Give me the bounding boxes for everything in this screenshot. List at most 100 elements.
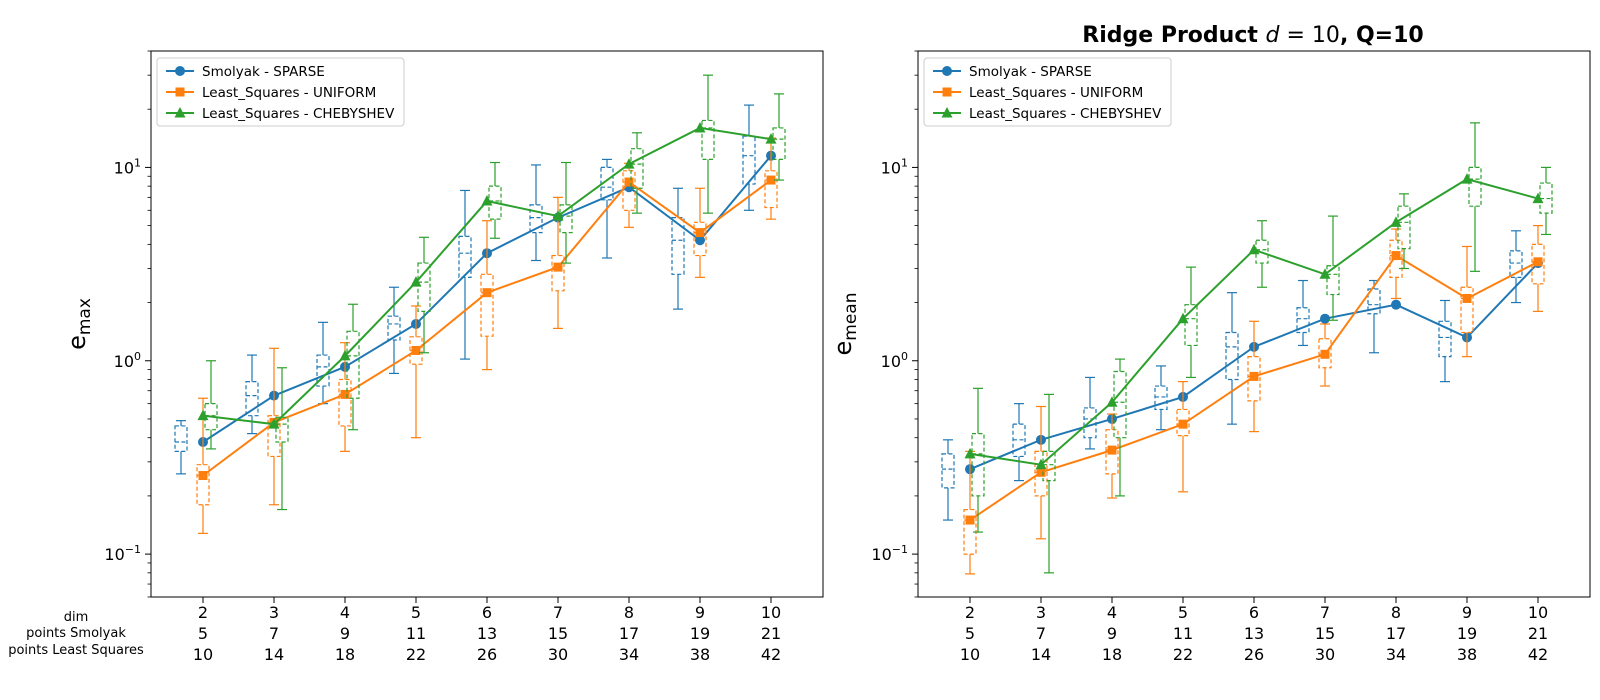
x-tick-label-points-least-squares: 42	[1528, 645, 1548, 664]
y-tick-label-base: 10	[881, 352, 901, 371]
x-tick-label-points-smolyak: 11	[1173, 624, 1193, 643]
box-whisker	[1468, 122, 1482, 272]
y-tick-label: 101	[881, 156, 908, 177]
box-whisker	[971, 387, 985, 533]
marker-triangle	[1177, 312, 1189, 324]
box-iqr	[971, 433, 985, 497]
marker-circle	[175, 66, 185, 76]
y-tick-label-base: 10	[114, 158, 134, 177]
box-iqr	[1247, 356, 1261, 402]
marker-triangle	[1035, 458, 1047, 470]
series-line	[202, 126, 772, 426]
marker-square	[766, 175, 776, 185]
marker-triangle	[964, 447, 976, 459]
x-tick-label-points-least-squares: 30	[548, 645, 568, 664]
box-iqr	[196, 464, 210, 506]
figure-title-part-a: Ridge Product	[1082, 23, 1265, 48]
marker-circle	[942, 66, 952, 76]
box-whisker	[1154, 365, 1168, 431]
y-axis-label-base: e	[829, 341, 857, 356]
x-tick-label-points-smolyak: 17	[1386, 624, 1406, 643]
box-iqr	[764, 170, 778, 209]
box-iqr	[1225, 331, 1239, 381]
marker-square	[198, 471, 208, 481]
x-tick-label-points-smolyak: 13	[1244, 624, 1264, 643]
marker-square	[1391, 251, 1401, 261]
marker-square	[553, 262, 563, 272]
box-whisker	[346, 303, 360, 431]
x-tick-label-dim: 2	[965, 603, 975, 622]
marker-square	[965, 515, 975, 525]
box-iqr	[1468, 166, 1482, 207]
y-axis-label-base: e	[63, 335, 91, 350]
legend: Smolyak - SPARSE Least_Squares - UNIFORM L…	[156, 57, 405, 127]
x-tick-label-points-least-squares: 42	[761, 645, 781, 664]
box-whisker	[387, 286, 401, 375]
box-iqr	[480, 273, 494, 337]
box-iqr	[174, 425, 188, 452]
legend-label: Least_Squares - CHEBYSHEV	[202, 106, 395, 122]
box-whisker	[1397, 193, 1411, 270]
box-whisker	[1509, 230, 1523, 304]
x-tick-label-points-least-squares: 26	[1244, 645, 1264, 664]
marker-triangle	[481, 195, 493, 206]
box-iqr	[245, 381, 259, 417]
x-tick-label-dim: 3	[269, 603, 279, 622]
marker-triangle	[1248, 243, 1260, 255]
marker-square	[1178, 419, 1188, 429]
x-tick-label-dim: 2	[198, 603, 208, 622]
panel-emax: 10−1100101emax25103714491851122613267153…	[63, 50, 824, 664]
box-iqr	[1184, 304, 1198, 347]
marker-triangle	[623, 158, 635, 169]
box-whisker	[1255, 220, 1269, 288]
box-whisker	[941, 439, 955, 521]
marker-circle	[1320, 313, 1330, 324]
box-iqr	[1539, 182, 1553, 214]
marker-square	[624, 177, 634, 187]
box-iqr	[1367, 288, 1381, 315]
box-whisker	[174, 420, 188, 475]
box-iqr	[417, 262, 431, 313]
y-tick-label: 100	[881, 350, 908, 371]
x-tick-label-dim: 6	[482, 603, 492, 622]
marker-square	[1036, 467, 1046, 477]
box-iqr	[742, 135, 756, 185]
x-tick-label-points-smolyak: 15	[1315, 624, 1335, 643]
x-tick-label-dim: 3	[1036, 603, 1046, 622]
box-whisker	[1012, 403, 1026, 482]
box-whisker	[417, 236, 431, 354]
marker-square	[1462, 293, 1472, 303]
legend-entry: Least_Squares - UNIFORM	[933, 85, 1143, 101]
y-axis-label-subscript: max	[75, 298, 95, 335]
y-tick-label: 100	[114, 350, 141, 371]
series-triangle	[197, 74, 786, 511]
x-tick-label-points-least-squares: 14	[264, 645, 284, 664]
marker-square	[1533, 257, 1543, 267]
marker-square	[340, 389, 350, 399]
box-iqr	[1296, 307, 1310, 334]
legend: Smolyak - SPARSE Least_Squares - UNIFORM L…	[923, 57, 1172, 127]
legend-entry: Smolyak - SPARSE	[166, 64, 325, 80]
marker-triangle	[174, 107, 186, 118]
box-iqr	[1326, 265, 1340, 296]
legend-entry: Least_Squares - CHEBYSHEV	[933, 106, 1162, 122]
x-tick-label-points-smolyak: 9	[340, 624, 350, 643]
legend-label: Smolyak - SPARSE	[202, 64, 325, 80]
row-label: points Smolyak	[26, 626, 126, 641]
x-tick-label-points-smolyak: 21	[1528, 624, 1548, 643]
marker-triangle	[941, 107, 953, 118]
x-tick-label-points-smolyak: 5	[198, 624, 208, 643]
x-tick-label-points-smolyak: 19	[1457, 624, 1477, 643]
box-iqr	[1318, 338, 1332, 369]
box-iqr	[1105, 429, 1119, 475]
x-tick-label-points-smolyak: 15	[548, 624, 568, 643]
x-tick-label-points-least-squares: 26	[477, 645, 497, 664]
marker-triangle	[1532, 192, 1544, 204]
y-tick-label-base: 10	[104, 545, 124, 564]
marker-square	[695, 228, 705, 238]
y-tick-label-exponent: −1	[892, 543, 908, 556]
x-tick-label-dim: 4	[340, 603, 350, 622]
y-axis-label-subscript: mean	[841, 293, 861, 341]
box-whisker	[1367, 279, 1381, 354]
y-tick-label: 10−1	[871, 543, 908, 564]
